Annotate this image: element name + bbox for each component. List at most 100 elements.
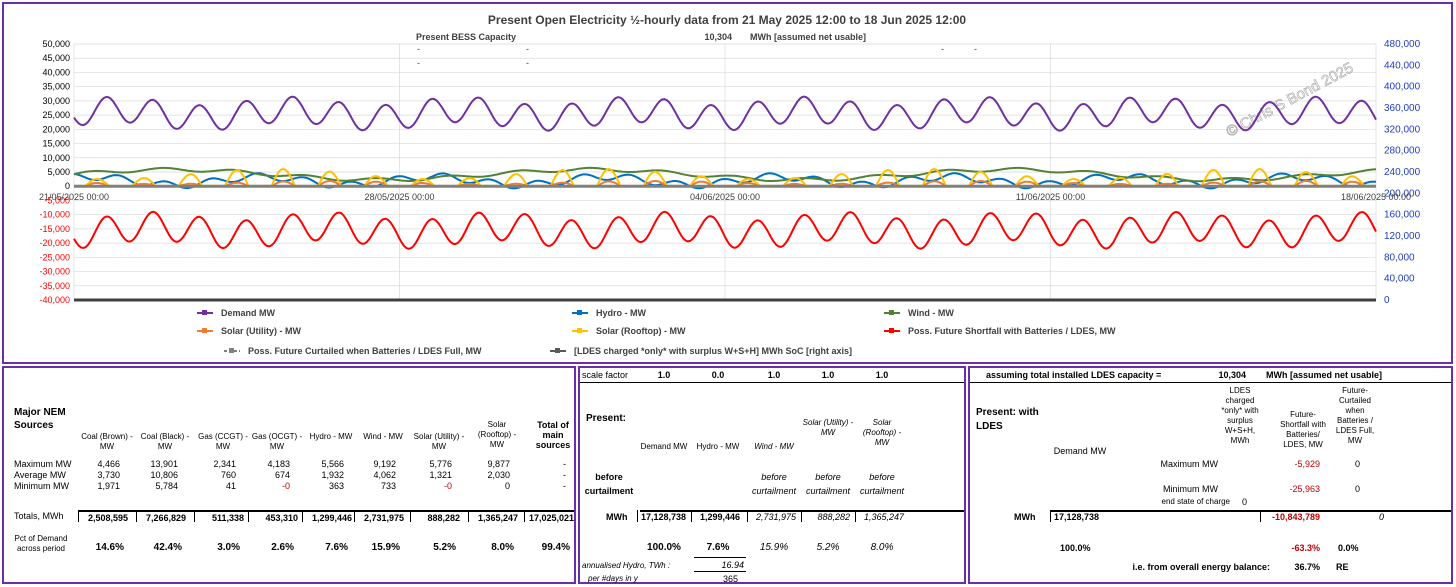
left-tick-label: 20,000 [42,124,70,134]
ldes-capacity: 10,304 [1218,370,1246,380]
sources-cell: 9,192 [373,459,396,469]
right-tick-label: 80,000 [1384,252,1415,263]
left-tick-label: 50,000 [42,39,70,49]
annualised-box-bottom [694,571,746,572]
sources-col-header: Total of main sources [535,420,571,450]
sources-title: Major NEM Sources [14,407,66,431]
before-curtailment-label: before curtailment [584,472,634,496]
ldes-mwh-demand: 17,128,738 [1054,512,1100,522]
ldes-end-label: end state of charge [1161,497,1231,506]
sources-cell: 1,932 [321,470,344,480]
left-tick-label: 25,000 [42,110,70,120]
present-col-header: Demand MW [640,442,688,451]
left-tick-label: -40,000 [39,295,70,305]
ldes-col-demand: Demand MW [1053,446,1107,456]
bess-unit: MWh [assumed net usable] [750,32,866,42]
sources-col-header: Wind - MW [363,432,403,441]
left-tick-label: -10,000 [39,210,70,220]
present-separator [801,510,802,522]
sources-cell: 1,321 [429,470,452,480]
sources-col-header: Hydro - MW [309,432,353,441]
left-tick-label: 15,000 [42,139,70,149]
ldes-balance-value: 36.7% [1294,562,1320,572]
ldes-min-shortfall: -25,963 [1289,484,1320,494]
sources-cell: 5,776 [429,459,452,469]
chart-panel: Present Open Electricity ½-hourly data f… [2,2,1453,364]
before-curtailment-note: before curtailment [859,472,904,496]
left-tick-label: 35,000 [42,82,70,92]
legend-marker [202,328,207,333]
bess-value: 10,304 [704,32,732,42]
sources-cell: 4,466 [97,459,120,469]
scale-value: 1.0 [767,370,781,380]
sources-col-header: Solar (Rooftop) - MW [477,420,517,449]
left-tick-label: 45,000 [42,53,70,63]
left-tick-label: 10,000 [42,153,70,163]
legend-label: Solar (Rooftop) - MW [596,326,686,336]
ldes-max-shortfall: -5,929 [1294,459,1320,469]
legend-label: Solar (Utility) - MW [221,326,301,336]
annotation-dash: - [526,58,529,68]
present-mwh: 888,282 [817,512,850,522]
sources-pct: 15.9% [371,542,400,553]
present-separator [691,510,692,522]
chart-svg: Present Open Electricity ½-hourly data f… [39,13,1421,356]
annotation-dash: - [526,44,529,54]
sources-table: Major NEM Sources Totals, MWh Pct of Dem… [2,366,576,584]
ldes-balance-suffix: RE [1336,562,1349,572]
ldes-col-charged: LDES charged *only* with surplus W+S+H, … [1221,386,1259,445]
present-pct: 8.0% [870,542,894,553]
legend-label: Wind - MW [908,308,954,318]
legend-marker [555,348,560,353]
totals-separator [410,510,411,522]
sources-cell: - [563,481,566,491]
watermark: © Chris S Bond 2025 [1224,59,1357,140]
sources-pct: 14.6% [95,542,124,553]
totals-separator [248,510,249,522]
present-mwh-label: MWh [606,512,628,522]
totals-separator [136,510,137,522]
totals-rule [79,510,574,512]
sources-col-header: Solar (Utility) - MW [413,432,465,451]
legend-label: Hydro - MW [596,308,646,318]
sources-col-header: Gas (CCGT) - MW [198,432,248,451]
legend-label: Poss. Future Curtailed when Batteries / … [248,346,482,356]
ldes-mwh-sep2 [1260,510,1261,522]
pct-label: Pct of Demand across period [14,534,68,553]
present-col-header: Hydro - MW [696,442,740,451]
totals-separator [302,510,303,522]
ldes-assume-rule [970,382,1451,383]
sources-pct: 2.6% [271,542,294,553]
sources-pct: 7.6% [325,542,348,553]
sources-total: 7,266,829 [145,513,186,523]
sources-cell: 760 [220,470,236,480]
scale-value: 1.0 [821,370,835,380]
ldes-min-curtailed: 0 [1354,484,1360,494]
present-pct: 15.9% [759,542,789,553]
present-col-header: Wind - MW [754,442,794,451]
bess-label: Present BESS Capacity [416,32,516,42]
right-tick-label: 40,000 [1384,274,1415,285]
present-col-header: Solar (Rooftop) - MW [862,418,902,447]
ldes-max-label: Maximum MW [1160,459,1219,469]
left-tick-label: 40,000 [42,67,70,77]
present-pct: 7.6% [706,542,730,553]
x-tick-label: 04/06/2025 00:00 [690,192,760,202]
annotation-dash: - [941,44,944,54]
left-tick-label: 30,000 [42,96,70,106]
left-tick-label: 5,000 [47,167,70,177]
legend-label: Poss. Future Shortfall with Batteries / … [908,326,1116,336]
present-table: scale factor Present: before curtailment… [578,366,966,584]
ldes-mwh-label: MWh [1014,512,1036,522]
left-tick-label: 0 [65,181,70,191]
right-tick-label: 360,000 [1384,103,1421,114]
left-tick-label: -15,000 [39,224,70,234]
present-mwh: 2,731,975 [755,512,796,522]
sources-cell: - [563,459,566,469]
right-tick-label: 0 [1384,295,1390,306]
ldes-capacity-unit: MWh [assumed net usable] [1266,370,1383,380]
scale-rule [580,382,964,383]
right-tick-label: 480,000 [1384,39,1421,50]
before-curtailment-note: before curtailment [751,472,796,496]
sources-cell: 2,341 [213,459,236,469]
